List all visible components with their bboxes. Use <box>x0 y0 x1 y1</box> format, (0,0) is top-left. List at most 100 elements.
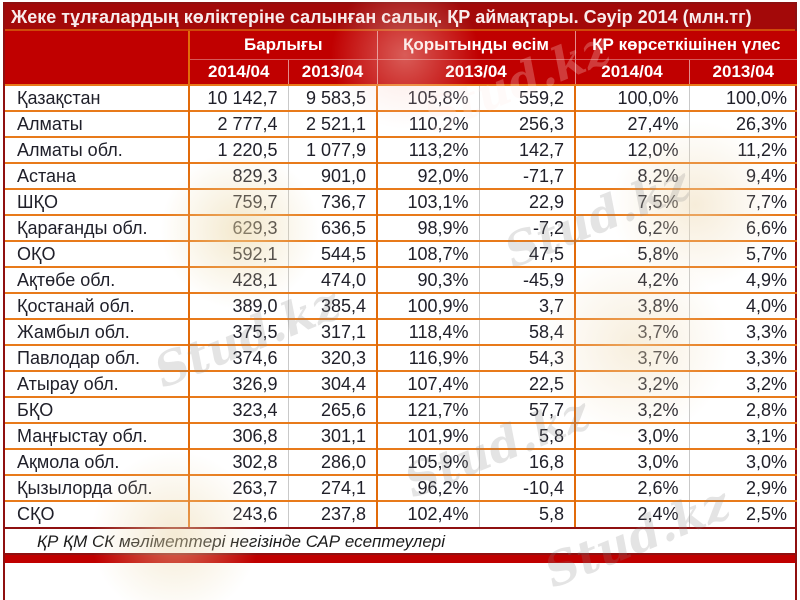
value-cell: 108,7% <box>376 240 479 267</box>
value-cell: 304,4 <box>287 370 377 397</box>
value-cell: 323,4 <box>188 396 288 423</box>
region-cell: Алматы обл. <box>5 136 189 163</box>
table-row: Қостанай обл. 389,0 385,4 100,9% 3,7 3,8% 4,0% <box>5 292 798 319</box>
value-cell: 105,8% <box>376 84 479 111</box>
table-row: Атырау обл. 326,9 304,4 107,4% 22,5 3,2% 3,2% <box>5 370 798 397</box>
value-cell: 385,4 <box>287 292 377 319</box>
region-cell: Павлодар обл. <box>5 344 189 371</box>
value-cell: 22,5 <box>478 370 576 397</box>
source-note: ҚР ҚМ СК мәліметтері негізінде САР есепт… <box>5 527 795 555</box>
table-row: ОҚО 592,1 544,5 108,7% 47,5 5,8% 5,7% <box>5 240 798 267</box>
table-header: Барлығы Қорытынды өсім ҚР көрсеткішінен … <box>5 31 798 85</box>
value-cell: 100,9% <box>376 292 479 319</box>
value-cell: 629,3 <box>188 214 288 241</box>
region-cell: Қостанай обл. <box>5 292 189 319</box>
value-cell: 100,0% <box>574 84 690 111</box>
value-cell: 274,1 <box>287 474 377 501</box>
value-cell: 320,3 <box>287 344 377 371</box>
value-cell: 54,3 <box>478 344 576 371</box>
value-cell: 4,9% <box>688 266 798 293</box>
value-cell: 3,3% <box>688 344 798 371</box>
value-cell: 4,2% <box>574 266 690 293</box>
value-cell: 90,3% <box>376 266 479 293</box>
value-cell: 428,1 <box>188 266 288 293</box>
value-cell: 2,4% <box>574 500 690 527</box>
region-cell: СҚО <box>5 500 189 527</box>
value-cell: 3,0% <box>574 422 690 449</box>
value-cell: 116,9% <box>376 344 479 371</box>
value-cell: 3,1% <box>688 422 798 449</box>
group-header-share: ҚР көрсеткішінен үлес <box>574 31 798 59</box>
table-row: Алматы обл. 1 220,5 1 077,9 113,2% 142,7 12,0… <box>5 136 798 163</box>
group-header-row: Барлығы Қорытынды өсім ҚР көрсеткішінен … <box>5 31 798 85</box>
table-row: Ақтөбе обл. 428,1 474,0 90,3% -45,9 4,2% 4,9% <box>5 266 798 293</box>
value-cell: 2,5% <box>688 500 798 527</box>
value-cell: 1 220,5 <box>188 136 288 163</box>
value-cell: 306,8 <box>188 422 288 449</box>
value-cell: 265,6 <box>287 396 377 423</box>
value-cell: 121,7% <box>376 396 479 423</box>
value-cell: 7,5% <box>574 188 690 215</box>
value-cell: 3,2% <box>574 396 690 423</box>
value-cell: 829,3 <box>188 162 288 189</box>
value-cell: 9,4% <box>688 162 798 189</box>
value-cell: 736,7 <box>287 188 377 215</box>
value-cell: 11,2% <box>688 136 798 163</box>
sub-header-total-2014: 2014/04 <box>188 58 288 85</box>
sub-header-share-2013: 2013/04 <box>688 58 798 85</box>
region-cell: ШҚО <box>5 188 189 215</box>
value-cell: 113,2% <box>376 136 479 163</box>
value-cell: -10,4 <box>478 474 576 501</box>
region-cell: Қарағанды обл. <box>5 214 189 241</box>
value-cell: 326,9 <box>188 370 288 397</box>
value-cell: 636,5 <box>287 214 377 241</box>
value-cell: 5,8 <box>478 422 576 449</box>
value-cell: 9 583,5 <box>287 84 377 111</box>
value-cell: 301,1 <box>287 422 377 449</box>
value-cell: 374,6 <box>188 344 288 371</box>
region-cell: Алматы <box>5 110 189 137</box>
value-cell: 3,7% <box>574 318 690 345</box>
value-cell: 105,9% <box>376 448 479 475</box>
value-cell: 1 077,9 <box>287 136 377 163</box>
bottom-accent-strip <box>5 555 795 563</box>
region-cell: Маңғыстау обл. <box>5 422 189 449</box>
table-row: Қарағанды обл. 629,3 636,5 98,9% -7,2 6,2% 6,6… <box>5 214 798 241</box>
value-cell: 110,2% <box>376 110 479 137</box>
value-cell: 142,7 <box>478 136 576 163</box>
value-cell: 96,2% <box>376 474 479 501</box>
region-cell: Атырау обл. <box>5 370 189 397</box>
value-cell: 3,8% <box>574 292 690 319</box>
sub-header-share-2014: 2014/04 <box>574 58 690 85</box>
value-cell: 375,5 <box>188 318 288 345</box>
value-cell: 901,0 <box>287 162 377 189</box>
value-cell: 2,8% <box>688 396 798 423</box>
value-cell: 100,0% <box>688 84 798 111</box>
value-cell: 544,5 <box>287 240 377 267</box>
value-cell: 2 777,4 <box>188 110 288 137</box>
value-cell: 102,4% <box>376 500 479 527</box>
value-cell: 103,1% <box>376 188 479 215</box>
table-row: СҚО 243,6 237,8 102,4% 5,8 2,4% 2,5% <box>5 500 798 527</box>
page-title: Жеке тұлғалардың көліктеріне салынған са… <box>5 4 795 31</box>
value-cell: -45,9 <box>478 266 576 293</box>
data-table: Барлығы Қорытынды өсім ҚР көрсеткішінен … <box>5 31 798 527</box>
value-cell: 98,9% <box>376 214 479 241</box>
value-cell: 47,5 <box>478 240 576 267</box>
value-cell: 2,9% <box>688 474 798 501</box>
value-cell: 302,8 <box>188 448 288 475</box>
group-header-total: Барлығы <box>188 31 377 59</box>
region-cell: Қазақстан <box>5 84 189 111</box>
value-cell: 12,0% <box>574 136 690 163</box>
sub-header-row: 2014/04 2013/04 2013/04 2014/04 2013/04 <box>5 58 798 85</box>
value-cell: 237,8 <box>287 500 377 527</box>
table-row: Алматы 2 777,4 2 521,1 110,2% 256,3 27,4% 26,3… <box>5 110 798 137</box>
table-row: Жамбыл обл. 375,5 317,1 118,4% 58,4 3,7% 3,3% <box>5 318 798 345</box>
value-cell: 389,0 <box>188 292 288 319</box>
table-row: БҚО 323,4 265,6 121,7% 57,7 3,2% 2,8% <box>5 396 798 423</box>
sub-header-total-2013: 2013/04 <box>287 58 377 85</box>
value-cell: 22,9 <box>478 188 576 215</box>
value-cell: 3,0% <box>574 448 690 475</box>
value-cell: 8,2% <box>574 162 690 189</box>
